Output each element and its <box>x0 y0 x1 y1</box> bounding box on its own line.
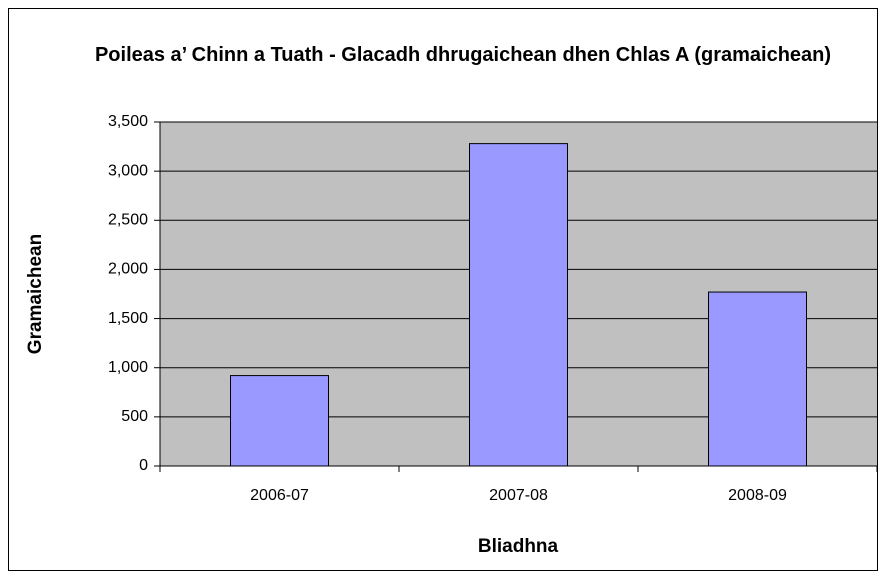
y-tick-label: 3,500 <box>108 113 148 130</box>
y-tick-label: 500 <box>121 408 148 425</box>
y-tick-label: 1,000 <box>108 359 148 376</box>
y-tick-label: 2,000 <box>108 261 148 278</box>
y-tick-label: 2,500 <box>108 212 148 229</box>
chart-frame <box>8 8 878 571</box>
x-tick-label: 2006-07 <box>250 487 309 504</box>
x-axis-title: Bliadhna <box>478 536 559 557</box>
x-tick-label: 2007-08 <box>489 487 548 504</box>
chart-title: Poileas a’ Chinn a Tuath - Glacadh dhrug… <box>94 44 832 66</box>
bar <box>230 375 329 467</box>
y-tick-label: 3,000 <box>108 162 148 179</box>
bar <box>708 291 807 467</box>
x-tick-label: 2008-09 <box>728 487 787 504</box>
bar <box>469 143 568 467</box>
y-tick-label: 1,500 <box>108 310 148 327</box>
y-tick-label: 0 <box>139 457 148 474</box>
y-axis-title: Gramaichean <box>25 234 46 354</box>
